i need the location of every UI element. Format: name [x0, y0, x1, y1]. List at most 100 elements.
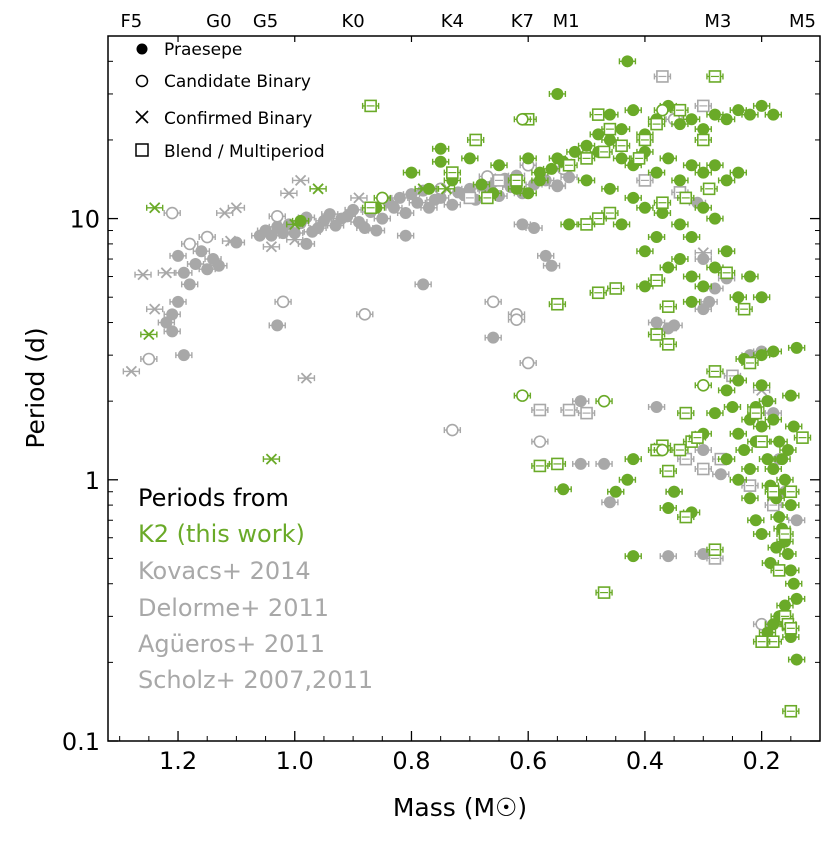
praesepe-point	[615, 152, 628, 165]
candidate-binary-point	[521, 356, 535, 370]
data-point	[659, 261, 677, 274]
data-point	[361, 201, 380, 215]
data-point	[659, 550, 677, 563]
data-point	[443, 166, 462, 179]
confirmed-binary-point	[149, 202, 161, 214]
data-point	[682, 295, 701, 308]
data-point	[636, 245, 654, 258]
candidate-binary-point	[597, 394, 611, 408]
praesepe-point	[697, 444, 710, 457]
confirmed-binary-point	[289, 234, 301, 246]
praesepe-point	[673, 253, 686, 266]
praesepe-point	[778, 473, 791, 486]
data-point	[717, 266, 736, 280]
data-point	[741, 108, 759, 121]
data-point	[741, 270, 759, 283]
data-point	[157, 316, 176, 329]
confirmed-binary-point	[294, 174, 307, 187]
data-point	[350, 192, 368, 204]
praesepe-point	[732, 427, 745, 440]
data-point	[729, 374, 747, 387]
data-point	[572, 457, 590, 470]
confirmed-binary-point	[265, 241, 278, 253]
source-scholz-2007-2011: Scholz+ 2007,2011	[138, 666, 373, 694]
data-point	[169, 295, 187, 308]
praesepe-point	[271, 319, 284, 332]
data-point	[647, 117, 666, 131]
praesepe-point	[755, 291, 768, 304]
candidate-binary-point	[446, 423, 459, 437]
data-point	[782, 622, 800, 635]
data-point	[560, 158, 578, 172]
praesepe-point	[697, 201, 710, 214]
data-point	[712, 468, 730, 481]
data-point	[770, 435, 788, 448]
data-point	[186, 258, 205, 271]
praesepe-point	[708, 212, 721, 225]
praesepe-point	[627, 191, 640, 204]
praesepe-point	[417, 278, 430, 291]
praesepe-point	[743, 462, 756, 475]
data-point	[601, 496, 619, 509]
confirmed-binary-point	[149, 303, 161, 315]
legend-label-confirmed-binary: Confirmed Binary	[164, 109, 312, 129]
data-point	[787, 341, 806, 354]
data-point	[268, 319, 286, 332]
praesepe-point	[784, 499, 797, 512]
data-point	[262, 241, 281, 253]
praesepe-point	[662, 152, 675, 165]
data-point	[624, 453, 642, 466]
candidate-binary-point	[656, 103, 669, 117]
data-point	[367, 224, 386, 237]
praesepe-point	[172, 295, 185, 308]
candidate-binary-point	[358, 308, 372, 321]
data-point	[717, 384, 736, 397]
praesepe-point	[580, 139, 593, 152]
praesepe-point	[487, 331, 500, 344]
data-point	[221, 235, 240, 247]
y-tick-label: 0.1	[62, 728, 100, 756]
data-point	[595, 145, 613, 159]
candidate-binary-point	[200, 230, 214, 244]
data-point	[618, 55, 637, 68]
data-point	[770, 564, 788, 577]
praesepe-point	[697, 280, 710, 293]
data-point	[779, 444, 797, 457]
praesepe-point	[627, 453, 640, 466]
data-point	[181, 278, 199, 291]
data-point	[764, 462, 783, 475]
data-point	[735, 302, 753, 316]
praesepe-point	[790, 514, 803, 527]
praesepe-point	[399, 207, 412, 220]
praesepe-point	[685, 295, 698, 308]
praesepe-point	[668, 319, 681, 332]
data-point	[577, 139, 596, 152]
candidate-binary-point	[696, 379, 710, 392]
data-point	[437, 183, 456, 195]
praesepe-point	[738, 444, 751, 457]
praesepe-point	[685, 270, 698, 283]
data-point	[659, 152, 677, 165]
data-point	[659, 464, 677, 478]
praesepe-point	[714, 468, 727, 481]
praesepe-point	[463, 152, 476, 165]
data-point	[782, 499, 800, 512]
data-point	[542, 162, 561, 175]
data-point	[636, 201, 654, 214]
praesepe-point	[183, 278, 196, 291]
praesepe-point	[177, 349, 190, 362]
data-point	[402, 166, 421, 179]
data-point	[741, 462, 759, 475]
praesepe-point	[568, 145, 581, 158]
data-point	[700, 295, 718, 308]
praesepe-point	[781, 444, 794, 457]
confirmed-binary-point	[137, 269, 149, 281]
data-point	[636, 280, 654, 293]
data-point	[624, 191, 642, 204]
praesepe-point	[743, 270, 756, 283]
praesepe-point	[166, 325, 179, 338]
praesepe-point	[638, 245, 651, 258]
data-point	[426, 193, 444, 206]
data-point	[764, 485, 783, 499]
candidate-binary-point	[656, 443, 669, 457]
